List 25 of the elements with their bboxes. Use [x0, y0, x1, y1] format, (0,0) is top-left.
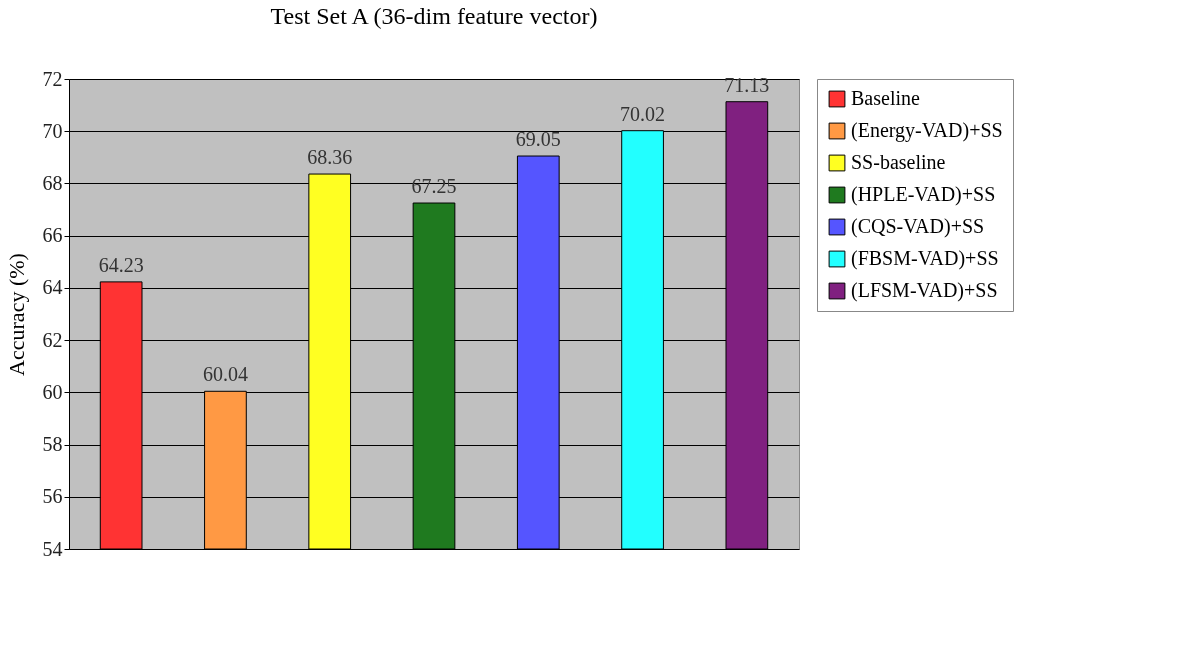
y-tick-label: 60 [42, 380, 63, 403]
legend-label: Baseline [851, 87, 920, 109]
y-axis-title: Accuracy (%) [3, 253, 29, 376]
legend-label: SS-baseline [851, 151, 946, 173]
y-tick-label: 64 [42, 276, 63, 299]
y-tick-label: 54 [42, 537, 63, 560]
y-tick-label: 62 [42, 328, 63, 351]
legend-label: (FBSM-VAD)+SS [851, 247, 999, 270]
data-label: 70.02 [620, 102, 666, 125]
data-label: 69.05 [515, 128, 561, 151]
data-label: 60.04 [202, 363, 248, 386]
y-tick-label: 72 [42, 67, 63, 90]
legend-label: (CQS-VAD)+SS [851, 215, 985, 238]
data-label: 64.23 [98, 253, 144, 276]
y-tick-label: 68 [42, 171, 63, 194]
legend-label: (LFSM-VAD)+SS [851, 279, 998, 302]
chart-title: Test Set A (36-dim feature vector) [270, 3, 598, 29]
y-tick-label: 58 [42, 433, 63, 456]
legend-label: (HPLE-VAD)+SS [851, 183, 996, 206]
y-tick-label: 70 [42, 119, 63, 142]
legend-label: (Energy-VAD)+SS [851, 119, 1003, 142]
data-label: 71.13 [724, 73, 770, 96]
y-tick-label: 66 [42, 224, 63, 247]
y-tick-label: 56 [42, 485, 63, 508]
data-label: 68.36 [307, 146, 353, 169]
